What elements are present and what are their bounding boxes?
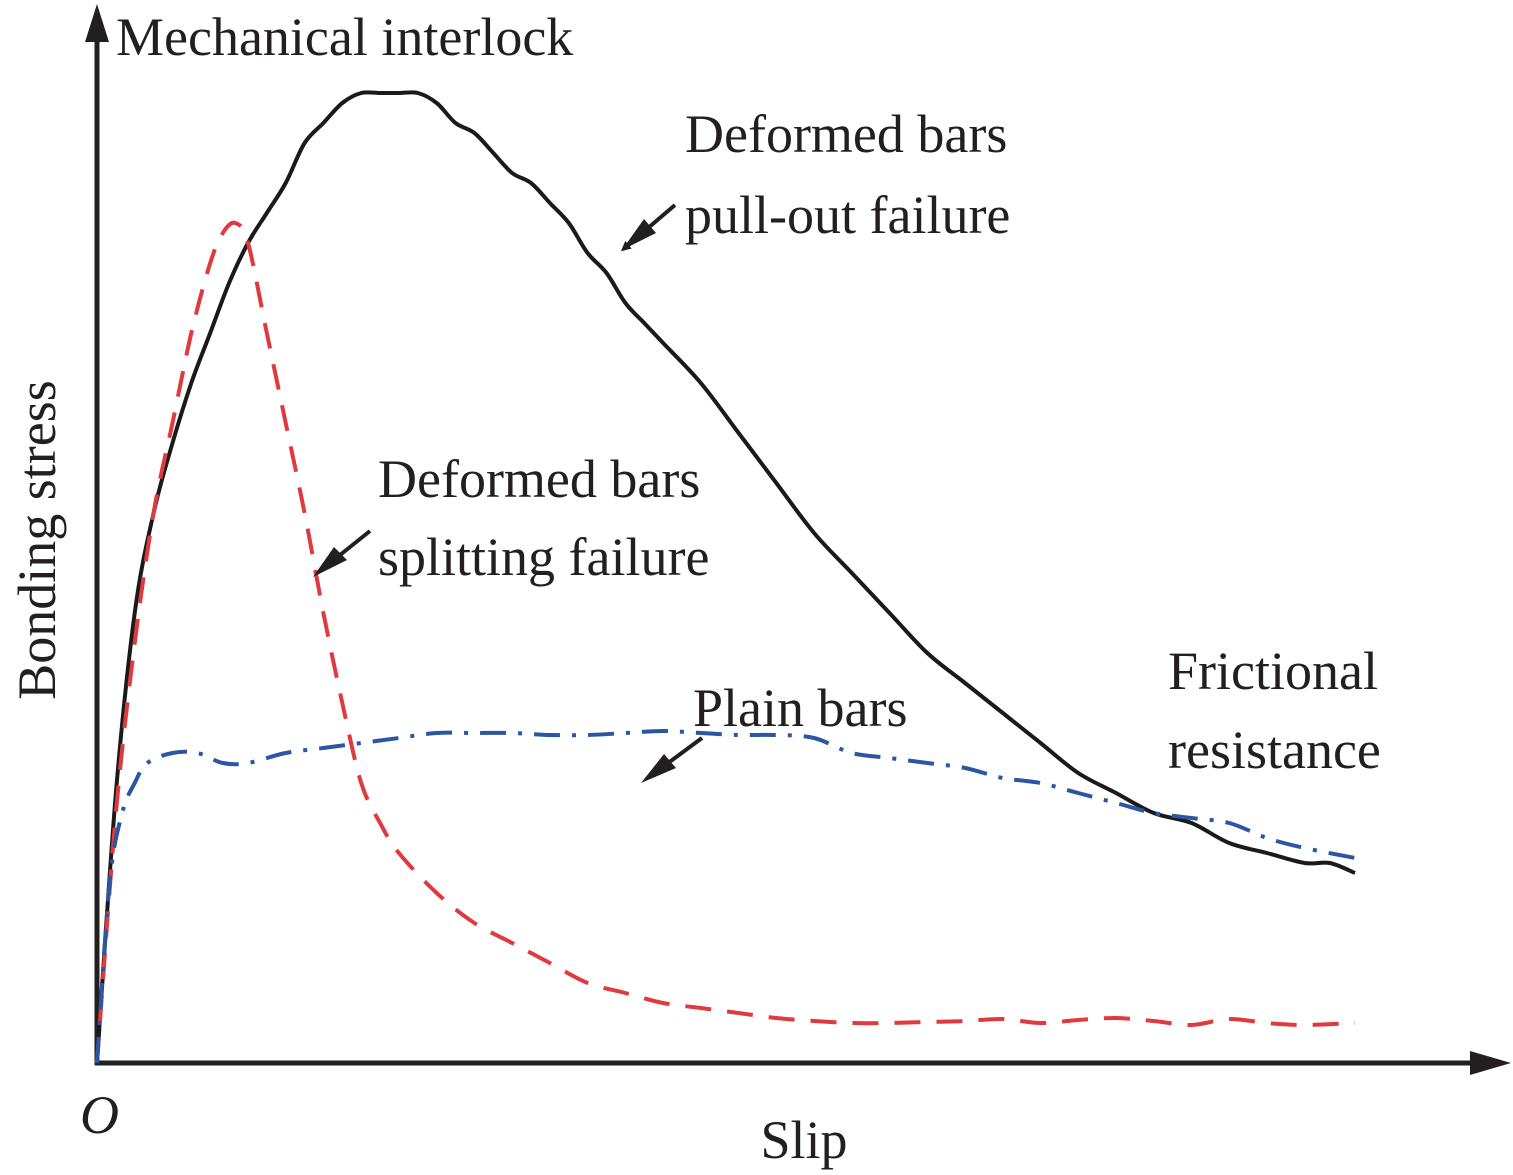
series-line-deformed-bars-pull-out-failure — [95, 90, 1356, 1064]
splitting-annotation-line1: Deformed bars — [378, 449, 700, 509]
axes — [85, 4, 1511, 1075]
plain-annotation-arrow — [658, 736, 704, 771]
splitting-annotation-arrow — [328, 529, 372, 565]
x-axis-arrowhead — [1470, 1051, 1511, 1075]
plain-annotation-arrowhead — [641, 754, 676, 783]
tail-label-line2: resistance — [1168, 720, 1381, 780]
series-layer — [95, 90, 1356, 1064]
annotation-arrows — [313, 203, 704, 783]
tail-label-line1: Frictional — [1168, 641, 1378, 701]
y-axis-label: Bonding stress — [7, 380, 67, 700]
series-line-plain-bars — [95, 729, 1356, 1064]
pullout-annotation-line1: Deformed bars — [685, 104, 1007, 164]
origin-label: O — [80, 1085, 119, 1145]
series-line-deformed-bars-splitting-failure — [95, 220, 1356, 1064]
pullout-annotation-arrowhead — [622, 219, 656, 250]
pullout-annotation-line2: pull-out failure — [685, 185, 1010, 245]
x-axis-label: Slip — [760, 1110, 847, 1170]
y-axis-arrowhead — [85, 4, 109, 42]
labels: Mechanical interlock Deformed bars pull-… — [7, 7, 1381, 1170]
peak-label: Mechanical interlock — [116, 7, 573, 67]
plain-annotation: Plain bars — [693, 678, 907, 738]
splitting-annotation-line2: splitting failure — [378, 527, 709, 587]
